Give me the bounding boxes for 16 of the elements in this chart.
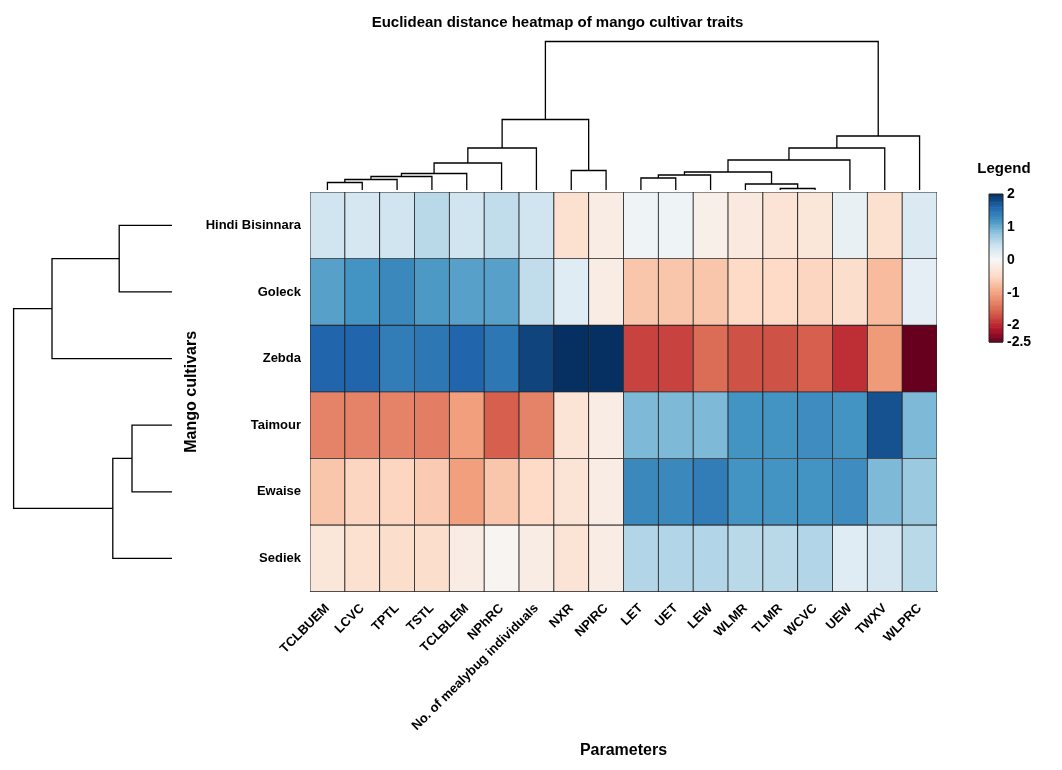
x-axis-title: Parameters	[579, 740, 668, 758]
color-bar-label: -2	[1007, 316, 1020, 333]
y-tick-label: Goleck	[257, 283, 302, 299]
y-tick-label: Zebda	[262, 350, 302, 366]
y-tick-label: Ewaise	[256, 483, 301, 499]
color-bar-label: -2.5	[1007, 332, 1032, 349]
color-bar-label: 1	[1007, 217, 1015, 234]
y-axis-title: Mango cultivars	[182, 330, 200, 453]
color-bar-title: Legend	[977, 158, 1031, 176]
y-tick-label: Hindi Bisinnara	[205, 216, 302, 232]
chart-title: Euclidean distance heatmap of mango cultivar traits	[371, 13, 744, 31]
color-bar-label: -1	[1007, 283, 1020, 300]
color-bar-label: 0	[1007, 250, 1015, 267]
y-tick-label: Taimour	[250, 416, 301, 432]
y-tick-label: Sediek	[259, 549, 302, 565]
color-bar-label: 2	[1007, 184, 1015, 201]
